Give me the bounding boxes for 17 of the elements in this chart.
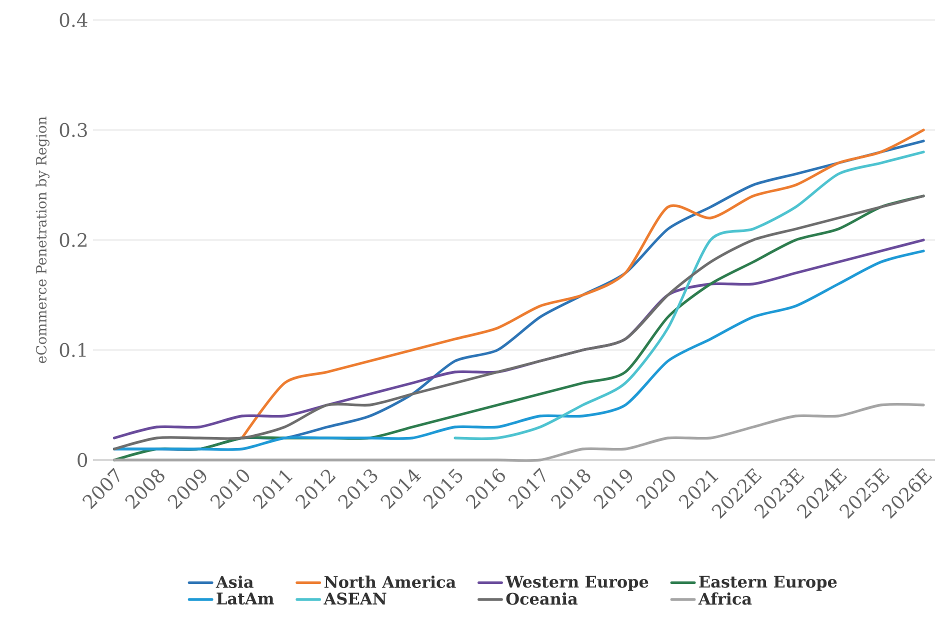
y-axis-title: eCommerce Penetration by Region xyxy=(36,116,50,364)
y-tick-label: 0.2 xyxy=(60,232,86,248)
legend-label: LatAm xyxy=(216,592,274,605)
y-tick-label: 0 xyxy=(78,452,88,468)
legend-label: Western Europe xyxy=(505,576,648,591)
legend-label: Oceania xyxy=(506,592,578,605)
legend-label: Asia xyxy=(216,576,254,588)
y-tick-label: 0.1 xyxy=(60,342,86,358)
legend-label: Africa xyxy=(698,592,752,605)
legend-label: Eastern Europe xyxy=(699,576,837,591)
line-series xyxy=(112,403,925,462)
y-tick-label: 0.3 xyxy=(60,122,87,138)
legend-label: ASEAN xyxy=(324,592,386,605)
line-series xyxy=(454,150,925,440)
line-series xyxy=(240,128,925,440)
y-tick-label: 0.4 xyxy=(60,12,88,28)
legend-label: North America xyxy=(324,576,456,588)
